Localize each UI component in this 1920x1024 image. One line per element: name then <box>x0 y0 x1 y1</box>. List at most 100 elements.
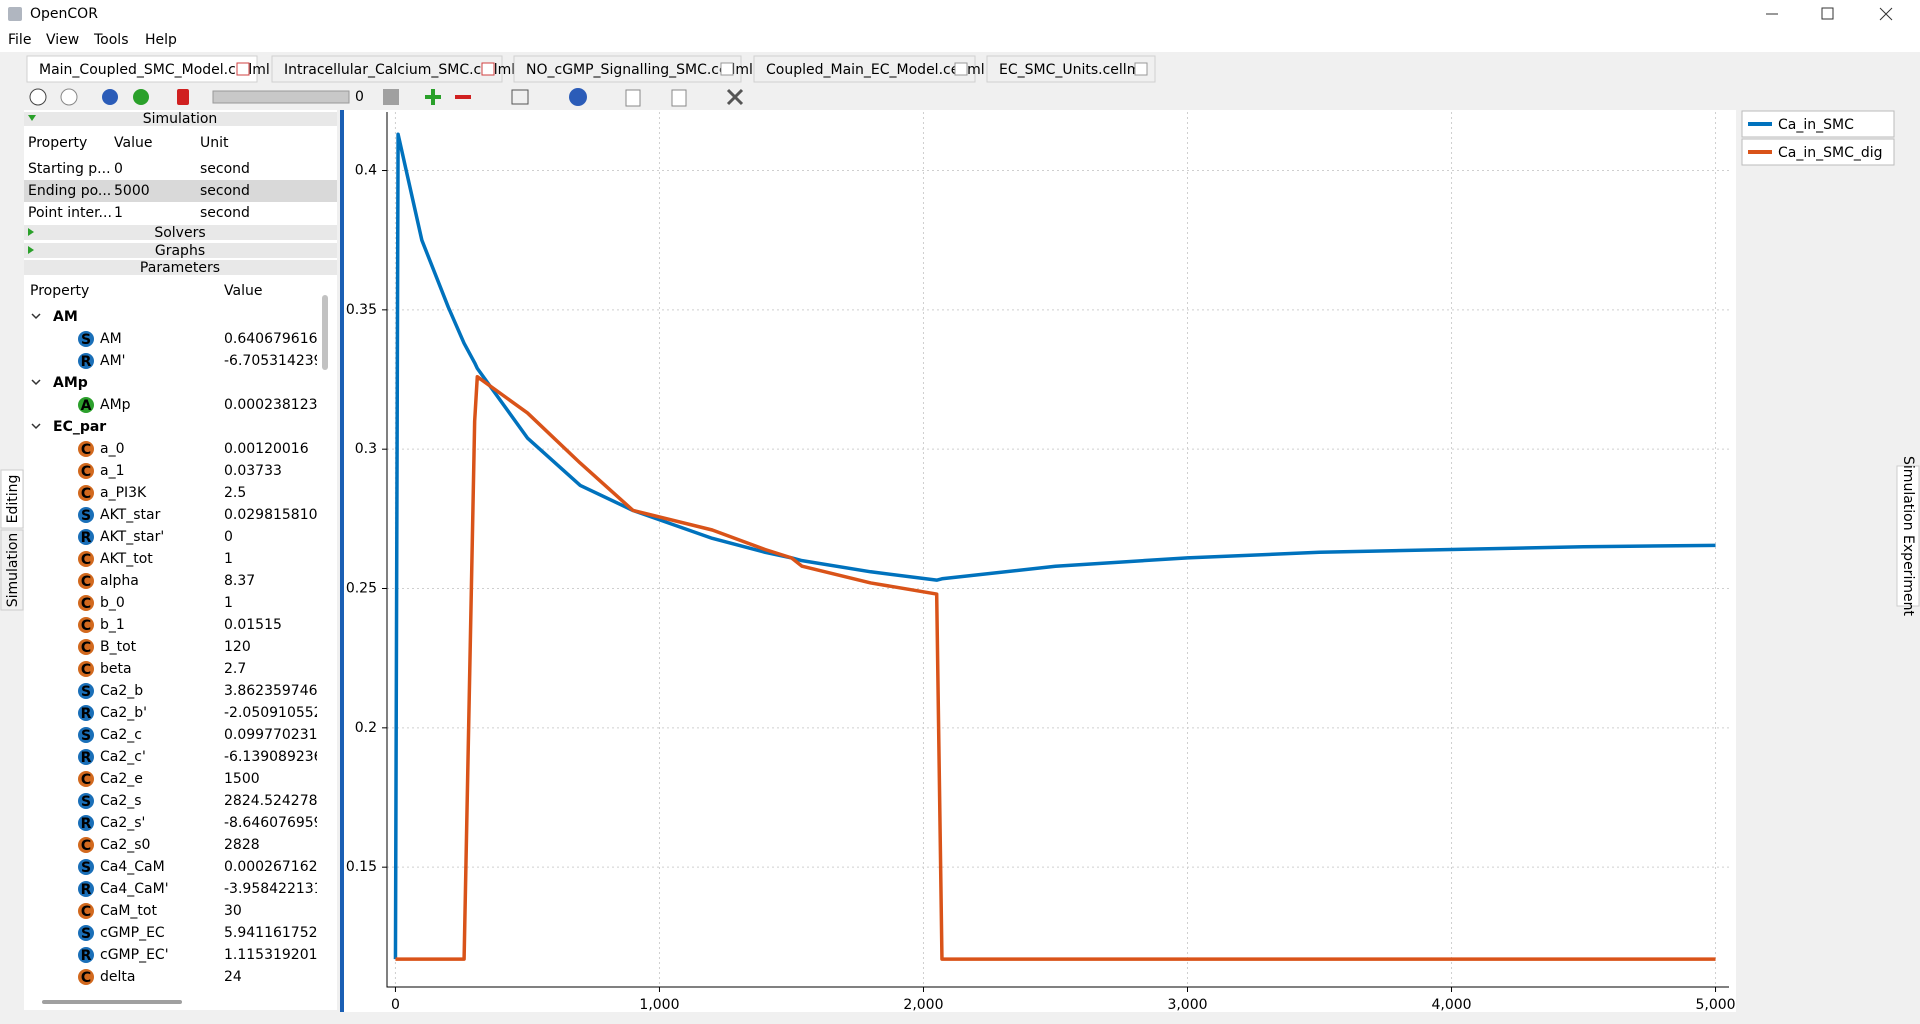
parameter-icon-letter: R <box>81 948 92 964</box>
close-button[interactable] <box>1879 7 1893 21</box>
parameter-icon <box>78 793 94 809</box>
menu-bar <box>0 28 1920 52</box>
import-button[interactable] <box>671 89 687 107</box>
run-button[interactable] <box>29 88 47 106</box>
parameter-value: 1500 <box>224 771 260 787</box>
parameter-name: cGMP_EC <box>100 925 165 941</box>
tab-label: NO_cGMP_Signalling_SMC.cellml <box>526 62 753 78</box>
parameter-icon-letter: C <box>81 596 91 612</box>
parameter-name: b_1 <box>100 617 125 633</box>
parameter-icon-letter: C <box>81 772 91 788</box>
app-icon <box>8 7 22 21</box>
parameter-icon-letter: C <box>81 552 91 568</box>
plot-area <box>343 110 1736 1012</box>
collapse-arrow[interactable] <box>31 313 41 320</box>
table-cell: second <box>200 183 250 199</box>
expand-arrow <box>28 228 34 236</box>
export-button[interactable] <box>625 89 641 107</box>
x-tick-label: 2,000 <box>903 997 943 1013</box>
parameter-icon-letter: C <box>81 662 91 678</box>
parameter-icon-letter: S <box>81 794 91 810</box>
section-title: Graphs <box>155 243 205 259</box>
table-cell: Starting p... <box>28 161 111 177</box>
menu-item[interactable]: View <box>46 32 79 48</box>
tab[interactable] <box>986 55 1156 83</box>
parameter-value: 30 <box>224 903 242 919</box>
settings-button[interactable] <box>726 88 744 106</box>
y-tick-label: 0.4 <box>355 163 377 179</box>
tab-close[interactable] <box>1134 62 1148 76</box>
tab-close[interactable] <box>720 62 734 76</box>
add-graph-button[interactable] <box>425 89 441 105</box>
maximize-button[interactable] <box>1821 7 1834 20</box>
tab-close[interactable] <box>954 62 968 76</box>
horizontal-scrollbar[interactable] <box>42 1000 182 1004</box>
simulation-experiment-tab[interactable] <box>1896 465 1920 607</box>
table-cell: 1 <box>114 205 123 221</box>
parameter-icon <box>78 551 94 567</box>
parameter-icon-letter: S <box>81 332 91 348</box>
tab[interactable] <box>271 55 503 83</box>
tab[interactable] <box>26 55 258 83</box>
parameter-icon-letter: R <box>81 354 92 370</box>
column-header: Property <box>30 283 89 299</box>
sedml-button[interactable] <box>569 88 587 106</box>
parameter-icon <box>78 859 94 875</box>
parameter-value: 0.0002381235 <box>224 397 326 413</box>
parameter-value: 2824.5242785 <box>224 793 326 809</box>
parameter-icon-letter: R <box>81 750 92 766</box>
parameter-value: 3.8623597463 <box>224 683 326 699</box>
delay-slider[interactable] <box>212 90 350 104</box>
simulation-tab[interactable] <box>0 529 24 611</box>
reset-button[interactable] <box>102 89 118 105</box>
parameter-icon <box>78 837 94 853</box>
window-title: OpenCOR <box>30 6 98 22</box>
parameter-value: 1 <box>224 595 233 611</box>
parameter-value: 0.6406796160 <box>224 331 326 347</box>
side-tab-label: Editing <box>5 475 21 524</box>
x-tick-label: 0 <box>391 997 400 1013</box>
menu-item[interactable]: Tools <box>93 32 129 48</box>
parameter-icon-letter: R <box>81 530 92 546</box>
table-cell: 0 <box>114 161 123 177</box>
legend-label: Ca_in_SMC <box>1778 117 1854 133</box>
y-tick-label: 0.35 <box>346 302 377 318</box>
parameter-name: alpha <box>100 573 139 589</box>
clear-button[interactable] <box>133 89 149 105</box>
collapse-arrow[interactable] <box>31 423 41 430</box>
y-tick-label: 0.3 <box>355 441 377 457</box>
parameter-name: beta <box>100 661 132 677</box>
parameter-value: -3.958422131 <box>224 881 323 897</box>
menu-item[interactable]: File <box>8 32 31 48</box>
collapse-arrow[interactable] <box>31 379 41 386</box>
tab[interactable] <box>753 55 976 83</box>
expand-arrow <box>28 115 36 121</box>
parameter-name: Ca2_s' <box>100 815 145 831</box>
parameter-icon <box>78 749 94 765</box>
parameter-icon-letter: C <box>81 574 91 590</box>
editing-tab[interactable] <box>0 469 24 529</box>
tab-close[interactable] <box>481 62 495 76</box>
zoom-button[interactable] <box>511 89 529 105</box>
tab[interactable] <box>513 55 742 83</box>
tab-close[interactable] <box>236 62 250 76</box>
parameter-icon <box>78 507 94 523</box>
parameter-icon-letter: C <box>81 442 91 458</box>
parameter-icon <box>78 595 94 611</box>
parameter-icon <box>78 815 94 831</box>
parameter-value: 0.0997702313 <box>224 727 326 743</box>
menu-item[interactable]: Help <box>145 32 177 48</box>
parameter-value: -2.050910552 <box>224 705 323 721</box>
parameter-icon <box>78 727 94 743</box>
tool-button[interactable] <box>383 89 399 105</box>
parameter-name: CaM_tot <box>100 903 157 919</box>
parameter-name: Ca4_CaM' <box>100 881 169 897</box>
stop-button[interactable] <box>60 88 78 106</box>
dev-button[interactable] <box>177 89 189 105</box>
vertical-scrollbar[interactable] <box>322 295 328 370</box>
parameter-icon-letter: R <box>81 882 92 898</box>
y-tick-label: 0.2 <box>355 720 377 736</box>
column-header: Value <box>114 135 152 151</box>
parameters-header <box>24 260 337 275</box>
